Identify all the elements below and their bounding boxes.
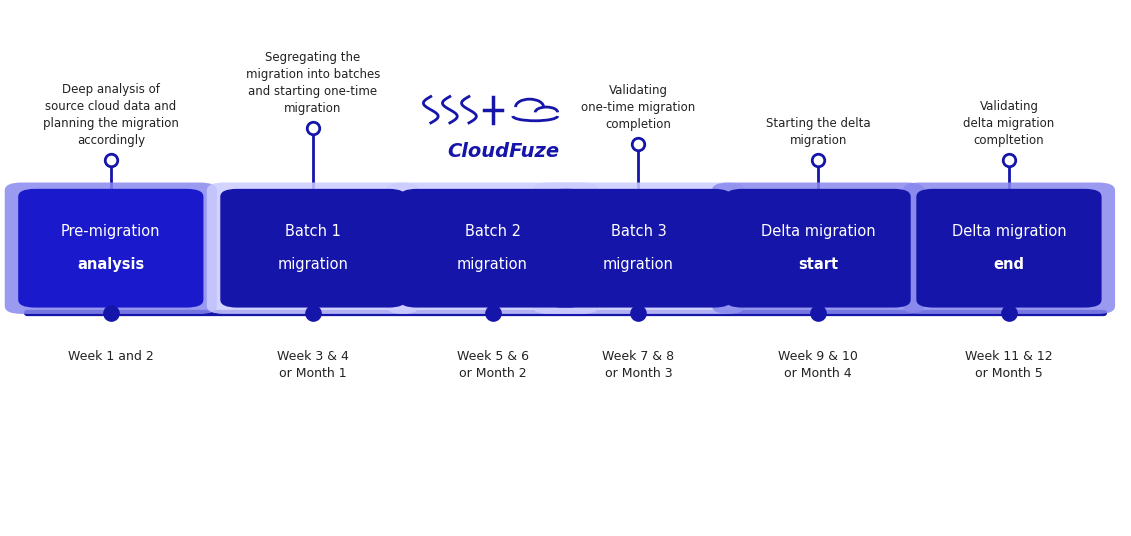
FancyBboxPatch shape [18, 189, 204, 308]
Text: Week 11 & 12
or Month 5: Week 11 & 12 or Month 5 [965, 350, 1053, 380]
Text: Pre-migration: Pre-migration [61, 224, 161, 239]
Text: start: start [798, 257, 838, 272]
Text: Starting the delta
migration: Starting the delta migration [766, 117, 871, 147]
Text: Week 1 and 2: Week 1 and 2 [68, 350, 154, 363]
FancyBboxPatch shape [207, 183, 418, 314]
Text: end: end [993, 257, 1025, 272]
Text: Deep analysis of
source cloud data and
planning the migration
accordingly: Deep analysis of source cloud data and p… [43, 83, 179, 147]
Text: migration: migration [457, 257, 528, 272]
FancyBboxPatch shape [725, 189, 910, 308]
Text: Delta migration: Delta migration [761, 224, 875, 239]
FancyBboxPatch shape [400, 189, 585, 308]
Text: Validating
one-time migration
completion: Validating one-time migration completion [581, 84, 696, 131]
Text: analysis: analysis [77, 257, 145, 272]
FancyBboxPatch shape [546, 189, 731, 308]
Text: Delta migration: Delta migration [951, 224, 1067, 239]
Text: migration: migration [277, 257, 348, 272]
FancyBboxPatch shape [533, 183, 744, 314]
Text: Week 9 & 10
or Month 4: Week 9 & 10 or Month 4 [778, 350, 858, 380]
Text: Batch 2: Batch 2 [465, 224, 520, 239]
Text: Validating
delta migration
compltetion: Validating delta migration compltetion [964, 100, 1054, 147]
FancyBboxPatch shape [221, 189, 406, 308]
FancyBboxPatch shape [903, 183, 1115, 314]
Text: CloudFuze: CloudFuze [448, 143, 560, 161]
Text: Week 7 & 8
or Month 3: Week 7 & 8 or Month 3 [603, 350, 674, 380]
FancyBboxPatch shape [916, 189, 1102, 308]
FancyBboxPatch shape [713, 183, 924, 314]
Text: migration: migration [603, 257, 674, 272]
Text: Batch 3: Batch 3 [611, 224, 666, 239]
FancyBboxPatch shape [387, 183, 598, 314]
Text: Week 3 & 4
or Month 1: Week 3 & 4 or Month 1 [277, 350, 348, 380]
Text: Week 5 & 6
or Month 2: Week 5 & 6 or Month 2 [457, 350, 528, 380]
FancyBboxPatch shape [5, 183, 217, 314]
Text: Segregating the
migration into batches
and starting one-time
migration: Segregating the migration into batches a… [245, 51, 380, 115]
Text: Batch 1: Batch 1 [285, 224, 340, 239]
